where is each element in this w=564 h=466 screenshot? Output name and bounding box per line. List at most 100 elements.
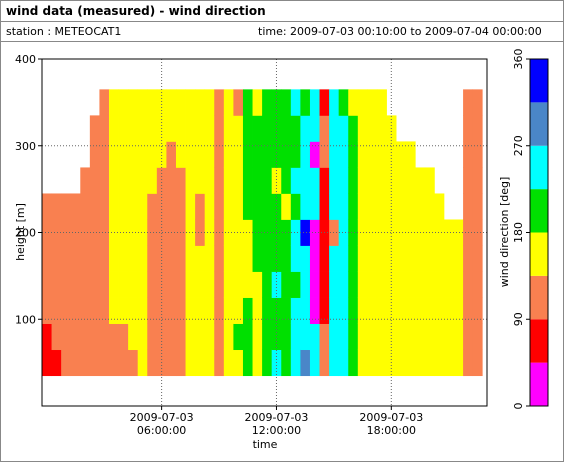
y-tick-label: 100: [15, 313, 36, 326]
heat-cell: [338, 349, 349, 377]
heat-cell: [472, 271, 483, 298]
heat-cell: [281, 271, 292, 298]
heat-cell: [147, 167, 158, 194]
heat-cell: [472, 323, 483, 351]
heat-cell: [405, 141, 416, 168]
colorbar-tick-label: 180: [512, 222, 525, 243]
heat-cell: [204, 297, 215, 324]
heat-cell: [300, 323, 311, 351]
heat-cell: [147, 349, 158, 377]
heat-cell: [443, 297, 454, 324]
colorbar-tick-label: 90: [512, 312, 525, 326]
heat-cell: [118, 297, 129, 324]
heat-cell: [166, 89, 177, 116]
heat-cell: [156, 141, 167, 168]
colorbar-label: wind direction [deg]: [498, 177, 511, 288]
heat-cell: [223, 271, 234, 298]
heat-cell: [185, 245, 196, 272]
heat-cell: [376, 349, 387, 377]
heat-cell: [175, 271, 186, 298]
x-axis-label: time: [253, 438, 278, 451]
heat-cell: [89, 193, 100, 220]
heat-cell: [242, 349, 253, 377]
heat-cell: [233, 245, 244, 272]
heat-cell: [195, 323, 206, 351]
heat-cell: [309, 349, 320, 377]
heat-cell: [386, 167, 397, 194]
heat-cell: [99, 297, 110, 324]
title: wind data (measured) - wind direction: [6, 4, 266, 18]
x-tick-label: 2009-07-03 18:00:00: [359, 411, 423, 437]
heat-cell: [281, 193, 292, 220]
heat-cell: [453, 349, 464, 377]
heat-cell: [405, 271, 416, 298]
heat-cell: [175, 141, 186, 168]
heat-cell: [242, 271, 253, 298]
heat-cell: [214, 349, 225, 377]
heat-cell: [128, 167, 139, 194]
heat-cell: [137, 349, 148, 377]
heat-cell: [89, 141, 100, 168]
heat-cell: [367, 193, 378, 220]
heat-cell: [453, 297, 464, 324]
heat-cell: [223, 245, 234, 272]
heat-cell: [281, 219, 292, 246]
heat-cell: [434, 245, 445, 272]
heat-cell: [463, 271, 474, 298]
heat-cell: [281, 89, 292, 116]
colorbar-bin: [530, 232, 548, 276]
heat-cell: [242, 89, 253, 116]
heat-cell: [204, 89, 215, 116]
heat-cell: [348, 349, 359, 377]
heat-cell: [367, 323, 378, 351]
heat-cell: [300, 193, 311, 220]
heat-cell: [108, 271, 119, 298]
heat-cell: [338, 323, 349, 351]
heat-cell: [166, 167, 177, 194]
heat-cell: [376, 167, 387, 194]
heat-cell: [290, 245, 301, 272]
heat-cell: [51, 219, 62, 246]
heat-cell: [434, 271, 445, 298]
heat-cell: [367, 115, 378, 142]
heat-cell: [309, 297, 320, 324]
heat-cell: [386, 245, 397, 272]
heat-cell: [166, 297, 177, 324]
heat-cell: [443, 219, 454, 246]
heat-cell: [51, 193, 62, 220]
heat-cell: [128, 141, 139, 168]
heat-cell: [70, 271, 81, 298]
heat-cell: [137, 141, 148, 168]
heat-cell: [128, 297, 139, 324]
heat-cell: [99, 323, 110, 351]
heat-cell: [233, 297, 244, 324]
heat-cell: [108, 297, 119, 324]
heat-cell: [195, 245, 206, 272]
heat-cell: [195, 349, 206, 377]
heat-cell: [472, 193, 483, 220]
heat-cell: [42, 323, 52, 351]
heat-cell: [204, 323, 215, 351]
heat-cell: [290, 323, 301, 351]
heat-cell: [89, 323, 100, 351]
heat-cell: [463, 245, 474, 272]
heat-cell: [80, 167, 91, 194]
heat-cell: [185, 297, 196, 324]
heat-cell: [147, 89, 158, 116]
heat-cell: [42, 219, 52, 246]
heat-cell: [376, 141, 387, 168]
heat-cell: [137, 89, 148, 116]
heat-cell: [319, 349, 330, 377]
heat-cell: [108, 245, 119, 272]
heat-cell: [415, 167, 426, 194]
heat-cell: [300, 349, 311, 377]
x-tick-label: 2009-07-03 12:00:00: [244, 411, 308, 437]
colorbar-bin: [530, 319, 548, 363]
heat-cell: [319, 141, 330, 168]
heat-cell: [156, 167, 167, 194]
heat-cell: [51, 271, 62, 298]
heat-cell: [309, 141, 320, 168]
heat-cell: [61, 349, 72, 377]
heat-cell: [424, 245, 435, 272]
heat-cell: [242, 323, 253, 351]
